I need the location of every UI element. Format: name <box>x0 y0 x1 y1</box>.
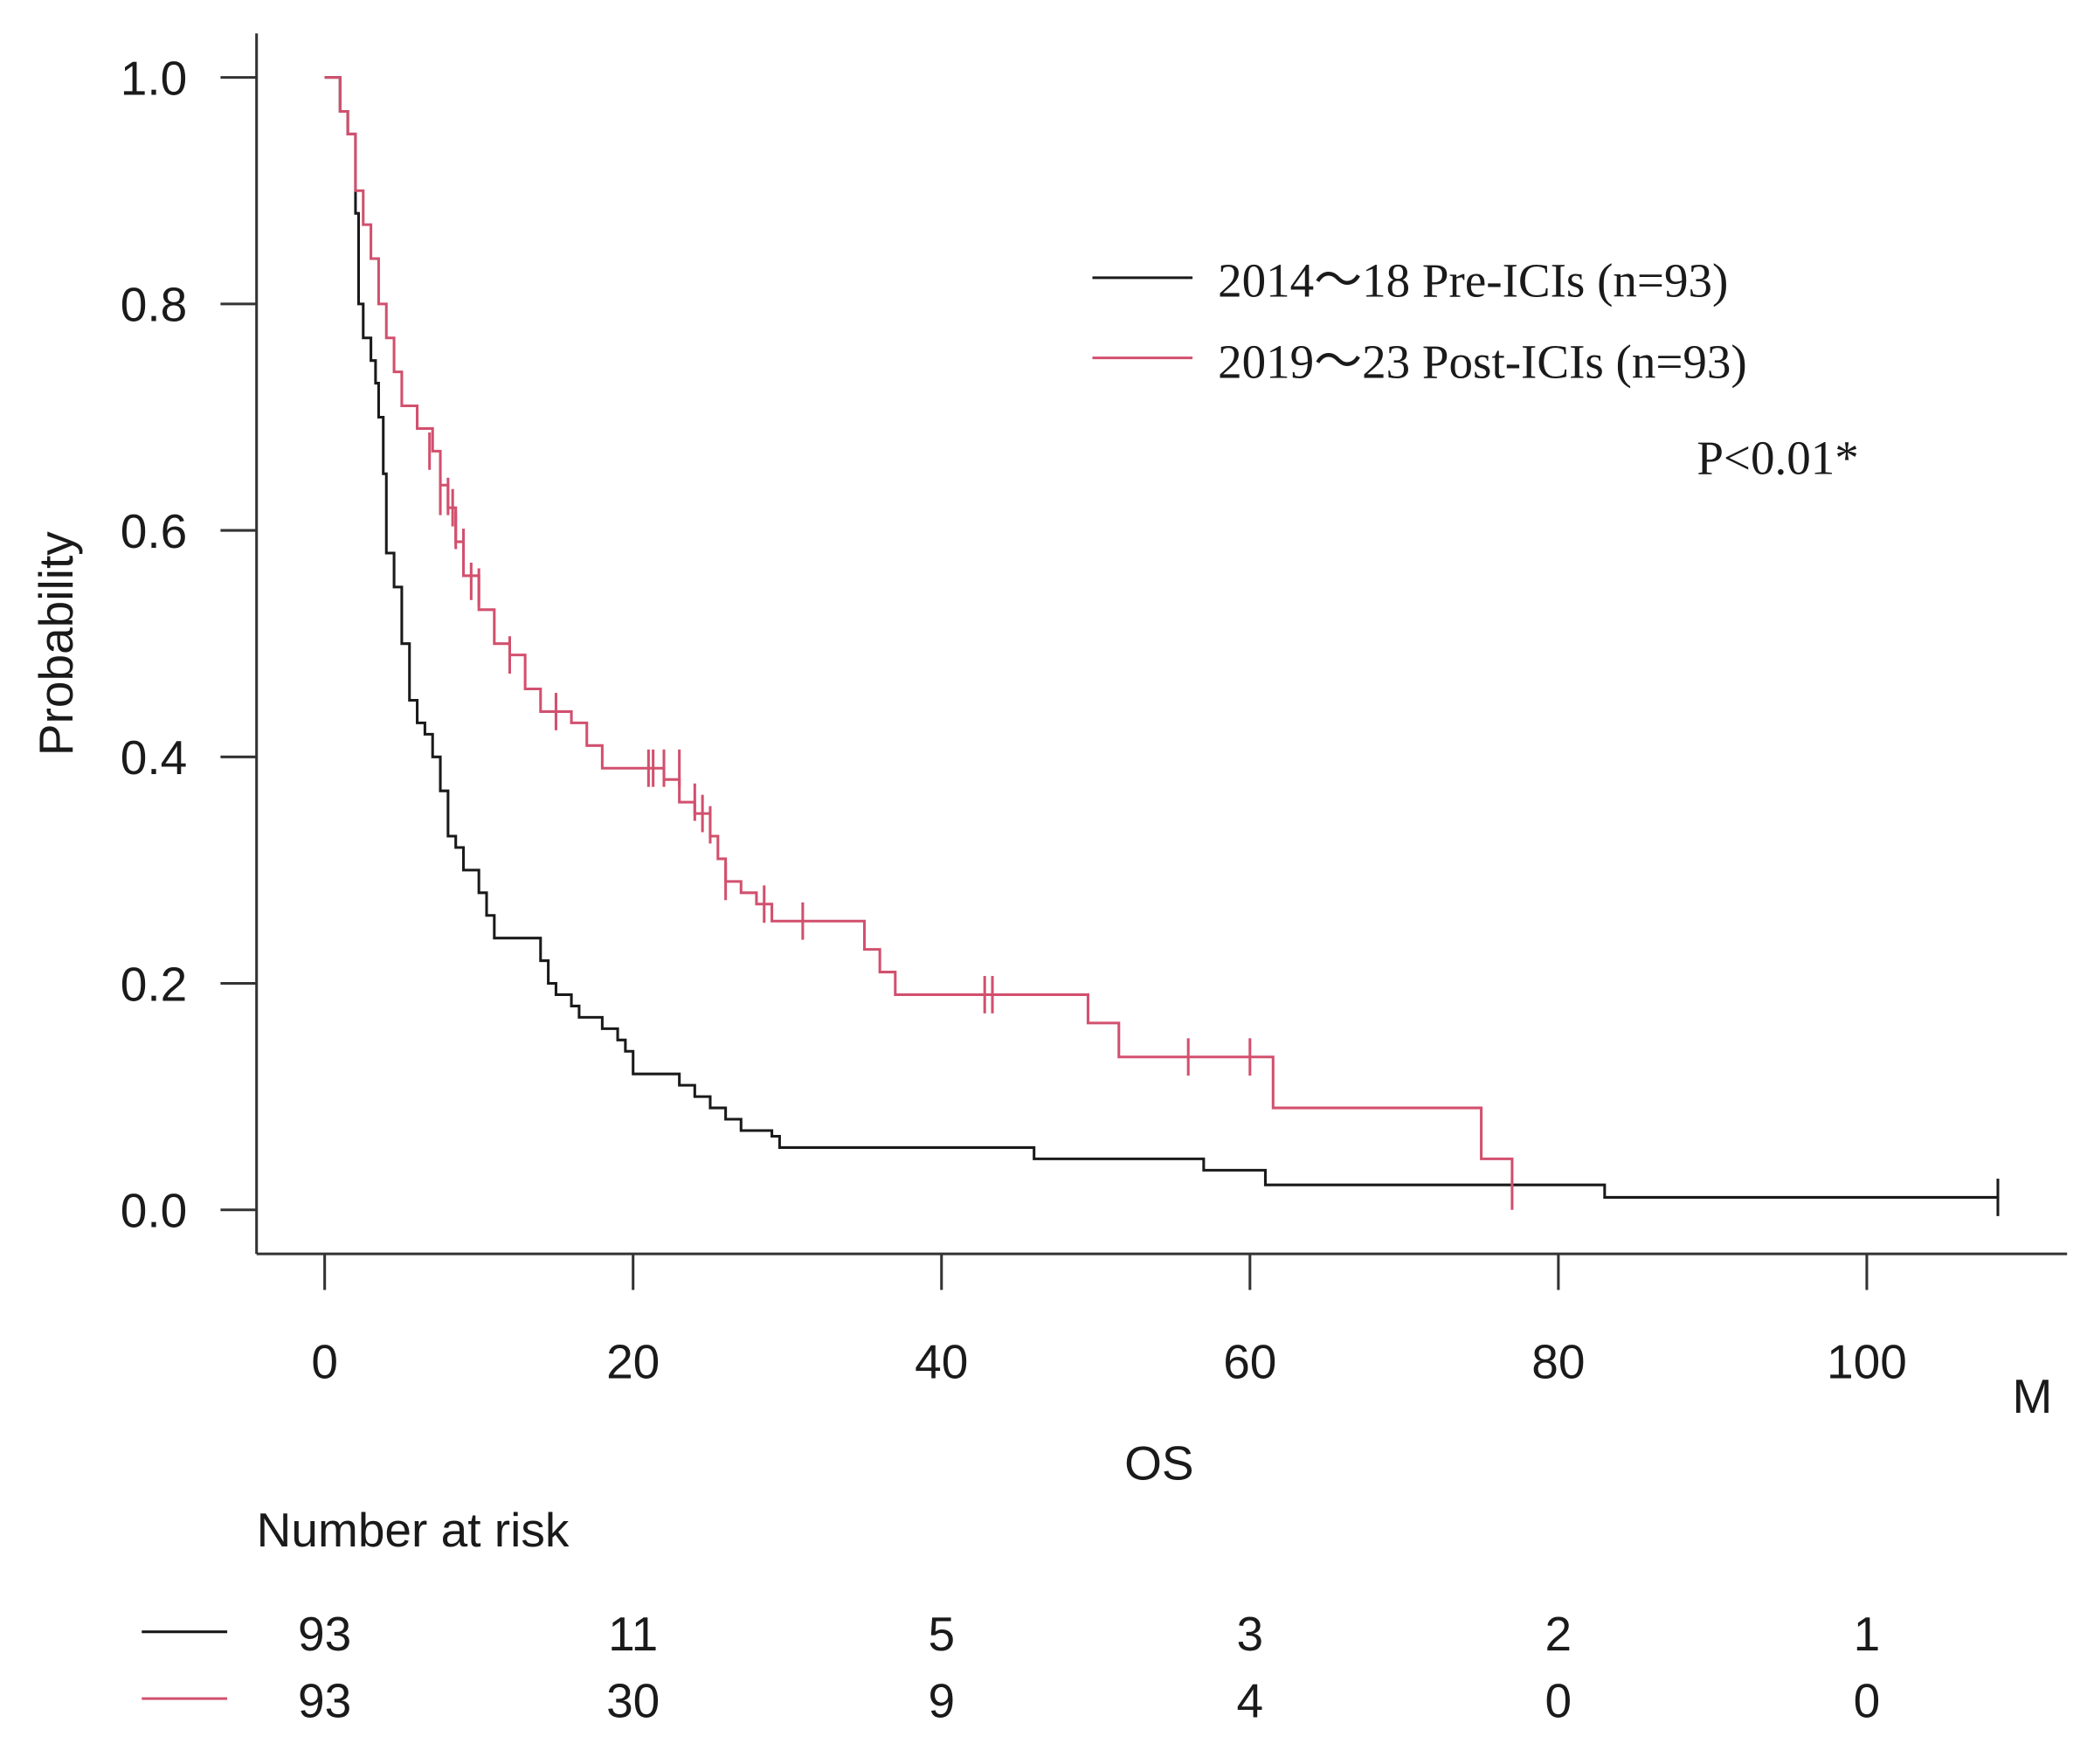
risk-count: 0 <box>1545 1674 1572 1728</box>
risk-count: 5 <box>928 1607 955 1661</box>
axes <box>255 33 2068 1256</box>
p-value-annotation: P<0.01* <box>1697 432 1858 485</box>
x-tick-label: 0 <box>311 1334 338 1388</box>
risk-table-title: Number at risk <box>257 1503 570 1557</box>
x-tick-label: 20 <box>606 1334 660 1388</box>
risk-count: 93 <box>298 1607 351 1661</box>
legend-label-pre: 2014〜18 Pre-ICIs (n=93) <box>1218 253 1728 307</box>
risk-count: 9 <box>928 1674 955 1728</box>
y-axis-label: Probability <box>29 531 83 756</box>
x-tick-label: 60 <box>1223 1334 1276 1388</box>
risk-count: 2 <box>1545 1607 1572 1661</box>
post-ici-survival-curve <box>324 76 1514 1210</box>
legend: 2014〜18 Pre-ICIs (n=93) 2019〜23 Post-ICI… <box>1092 253 1859 485</box>
risk-count: 30 <box>606 1674 660 1728</box>
pre-ici-survival-curve <box>324 76 1998 1199</box>
risk-count: 11 <box>608 1607 658 1661</box>
x-unit-label: M <box>2013 1369 2053 1423</box>
risk-count: 93 <box>298 1674 351 1728</box>
x-tick-label: 100 <box>1827 1334 1907 1388</box>
y-tick-label: 0.4 <box>121 730 187 785</box>
x-tick-label: 40 <box>915 1334 968 1388</box>
y-tick-label: 0.2 <box>121 957 187 1011</box>
y-tick-label: 0.6 <box>121 504 187 558</box>
risk-count: 1 <box>1854 1607 1881 1661</box>
x-axis-label: OS <box>1124 1435 1194 1490</box>
y-tick-label: 0.8 <box>121 278 187 332</box>
y-tick-label: 0.0 <box>121 1184 187 1238</box>
x-tick-label: 80 <box>1531 1334 1585 1388</box>
risk-count: 0 <box>1854 1674 1881 1728</box>
legend-label-post: 2019〜23 Post-ICIs (n=93) <box>1218 336 1747 389</box>
risk-count: 3 <box>1237 1607 1264 1661</box>
risk-table: 93 11 5 3 2 1 93 30 9 4 0 0 <box>142 1607 1881 1728</box>
y-tick-label: 1.0 <box>121 52 187 106</box>
risk-count: 4 <box>1237 1674 1264 1728</box>
